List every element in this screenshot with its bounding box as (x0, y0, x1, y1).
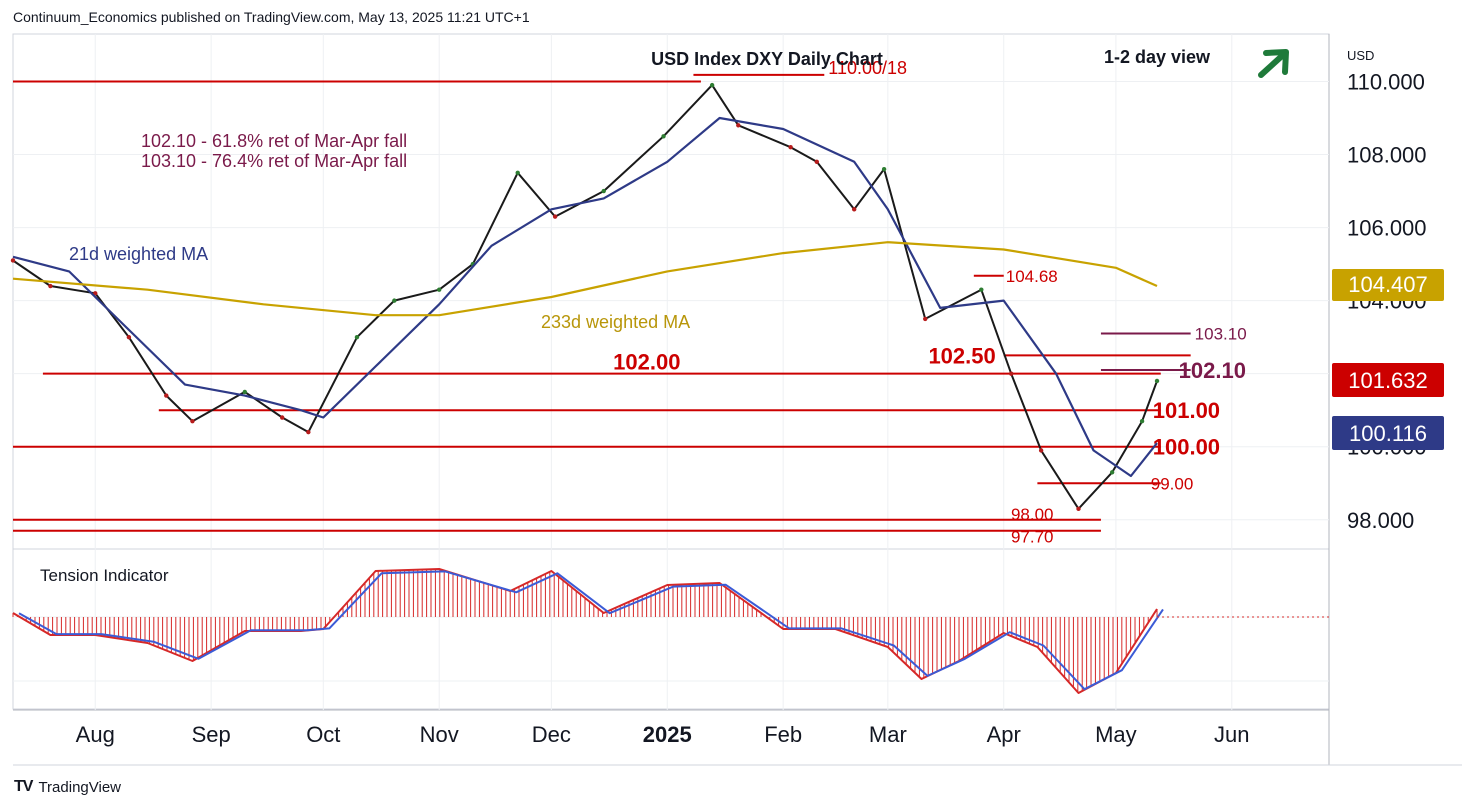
price-point (1076, 506, 1081, 512)
tension-indicator-label: Tension Indicator (40, 566, 169, 585)
ma233-price-badge: 104.407 (1332, 269, 1444, 301)
tension-indicator-plot (12, 568, 1329, 694)
level-label: 97.70 (1011, 528, 1054, 547)
level-label: 99.00 (1151, 474, 1194, 493)
price-point (851, 207, 857, 212)
price-point (279, 415, 285, 420)
main-pane-border (12, 33, 1330, 550)
tradingview-logo-icon: TV (14, 778, 33, 795)
price-point (126, 334, 132, 340)
level-label: 102.50 (928, 343, 995, 368)
price-point (306, 429, 311, 435)
price-point (1154, 378, 1160, 384)
price-point (48, 283, 53, 289)
y-tick-label: 110.000 (1347, 69, 1425, 94)
price-point (354, 334, 360, 340)
price-point (814, 159, 820, 165)
arrow-up-right-icon (1258, 49, 1289, 78)
x-tick-label: Sep (192, 722, 231, 747)
footer-brand: TV TradingView (14, 778, 121, 796)
price-point (1109, 470, 1115, 475)
time-axis-labels: Aug Sep Oct Nov Dec 2025 Feb Mar Apr May Jun (76, 722, 1250, 747)
level-label: 98.00 (1011, 505, 1054, 524)
level-label: 100.00 (1153, 435, 1220, 460)
tension-signal-line (18, 570, 1164, 691)
price-point (392, 298, 397, 303)
series-line-21d-weighted-ma (12, 116, 1158, 478)
indicator-pane-border (12, 548, 1330, 710)
price-point (788, 145, 793, 150)
fib-note-2: 103.10 - 76.4% ret of Mar-Apr fall (141, 151, 407, 171)
price-point (164, 393, 169, 398)
tension-line (12, 568, 1158, 694)
price-point (190, 418, 195, 424)
x-tick-label: Jun (1214, 722, 1249, 747)
price-point (552, 214, 558, 219)
level-label: 102.00 (613, 350, 680, 375)
level-label: 104.68 (1006, 267, 1058, 286)
price-point (515, 170, 520, 175)
y-tick-label: 106.000 (1347, 216, 1427, 241)
level-label: 103.10 (1195, 325, 1247, 344)
support-resistance-levels: 110.00/18 104.68 103.10 102.50 102.10 102.00 1… (13, 58, 1247, 547)
footer-brand-text: TradingView (38, 778, 121, 796)
ma233-label: 233d weighted MA (541, 312, 690, 332)
last-price-badge: 101.632 (1332, 363, 1444, 397)
price-point (881, 166, 887, 172)
level-label: 110.00/18 (828, 58, 907, 78)
level-label: 102.10 (1179, 358, 1246, 383)
price-point (736, 123, 741, 128)
price-point (242, 389, 247, 395)
ma233-price-text: 104.407 (1348, 272, 1428, 297)
price-axis-labels: 110.000108.000106.000104.000102.000100.0… (1347, 69, 1427, 532)
series-lines (10, 82, 1160, 512)
fib-note-1: 102.10 - 61.8% ret of Mar-Apr fall (141, 131, 407, 151)
x-tick-label: Nov (420, 722, 459, 747)
x-tick-label: Dec (532, 722, 571, 747)
level-label: 101.00 (1153, 398, 1220, 423)
y-tick-label: 108.000 (1347, 143, 1427, 168)
x-tick-label: Aug (76, 722, 115, 747)
price-point (979, 287, 984, 292)
x-tick-label: May (1095, 722, 1137, 747)
y-tick-label: 98.000 (1347, 508, 1414, 533)
price-point (661, 134, 666, 139)
ma21-price-text: 100.116 (1349, 421, 1427, 446)
price-point (437, 287, 442, 292)
price-point (923, 316, 928, 322)
price-point (601, 188, 606, 194)
x-tick-label: Oct (306, 722, 340, 747)
ma21-label: 21d weighted MA (69, 244, 208, 264)
x-tick-label: Apr (987, 722, 1021, 747)
price-point (709, 82, 715, 88)
series-line-233d-weighted-ma (12, 241, 1158, 317)
price-point (1139, 418, 1145, 424)
chart-title: USD Index DXY Daily Chart (651, 49, 883, 69)
x-tick-label: 2025 (643, 722, 692, 747)
publisher-header: Continuum_Economics published on Trading… (13, 9, 530, 25)
view-label: 1-2 day view (1104, 47, 1211, 67)
x-tick-label: Mar (869, 722, 907, 747)
ma21-price-badge: 100.116 (1332, 416, 1444, 450)
currency-label: USD (1347, 48, 1374, 63)
price-point (1009, 371, 1014, 376)
last-price-text: 101.632 (1348, 368, 1428, 393)
price-point (10, 258, 16, 263)
price-point (1038, 448, 1044, 453)
x-tick-label: Feb (764, 722, 802, 747)
